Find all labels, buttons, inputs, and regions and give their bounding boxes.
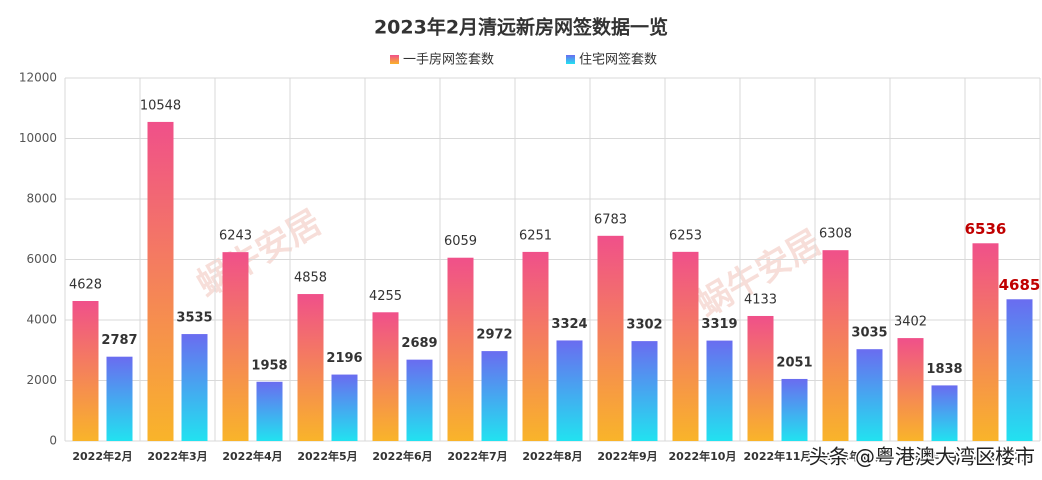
x-tick-label: 2023年2月 xyxy=(972,449,1032,463)
x-tick-label: 2022年2月 xyxy=(72,449,132,463)
value-label: 1838 xyxy=(926,362,962,377)
bar xyxy=(181,334,208,441)
value-label: 4133 xyxy=(744,292,777,307)
x-tick-label: 2022年4月 xyxy=(222,449,282,463)
legend-swatch xyxy=(390,55,399,64)
legend-label: 住宅网签套数 xyxy=(579,52,657,68)
legend-label: 一手房网签套数 xyxy=(403,52,494,68)
bar xyxy=(72,301,99,441)
x-tick-label: 2022年7月 xyxy=(447,449,507,463)
bar xyxy=(747,315,774,441)
x-tick-label: 2022年3月 xyxy=(147,449,207,463)
bar xyxy=(147,121,174,441)
bar xyxy=(556,340,583,441)
value-label: 3319 xyxy=(701,317,737,332)
bar xyxy=(781,378,808,441)
value-label: 2787 xyxy=(101,333,137,348)
x-tick-label: 2022年11月 xyxy=(744,449,812,463)
value-label: 10548 xyxy=(140,98,181,113)
bar xyxy=(1006,299,1033,441)
bar xyxy=(222,252,249,441)
bar xyxy=(481,351,508,441)
x-tick-label: 2022年6月 xyxy=(372,449,432,463)
value-label: 3535 xyxy=(176,311,212,326)
value-label: 3324 xyxy=(551,317,587,332)
value-label: 4685 xyxy=(999,276,1041,294)
value-label: 6253 xyxy=(669,228,702,243)
y-tick-label: 0 xyxy=(49,434,57,448)
y-tick-label: 4000 xyxy=(26,313,57,327)
value-label: 2051 xyxy=(776,355,812,370)
bar xyxy=(256,381,283,441)
bar xyxy=(331,374,358,441)
bar xyxy=(522,251,549,441)
watermark: 头条 @粤港澳大湾区楼市 xyxy=(809,445,1035,469)
value-label: 1958 xyxy=(251,358,287,373)
bar xyxy=(931,385,958,441)
bar xyxy=(597,235,624,441)
y-tick-label: 10000 xyxy=(19,131,57,145)
x-tick-label: 2022年8月 xyxy=(522,449,582,463)
bar xyxy=(297,294,324,441)
value-label: 4628 xyxy=(69,278,102,293)
bar xyxy=(856,349,883,441)
value-label: 3402 xyxy=(894,315,927,330)
y-tick-label: 12000 xyxy=(19,71,57,85)
bar xyxy=(897,338,924,441)
value-label: 6059 xyxy=(444,234,477,249)
bar xyxy=(672,251,699,441)
value-label: 6783 xyxy=(594,212,627,227)
y-tick-label: 6000 xyxy=(26,252,57,266)
legend-swatch xyxy=(566,55,575,64)
value-label: 2689 xyxy=(401,336,437,351)
bar xyxy=(972,243,999,441)
bar xyxy=(631,341,658,441)
bar xyxy=(106,356,133,441)
y-tick-label: 8000 xyxy=(26,192,57,206)
chart-title: 2023年2月清远新房网签数据一览 xyxy=(374,16,668,39)
value-label: 2972 xyxy=(476,328,512,343)
bar xyxy=(372,312,399,441)
value-label: 3035 xyxy=(851,326,887,341)
bar xyxy=(706,340,733,441)
y-tick-label: 2000 xyxy=(26,373,57,387)
x-tick-label: 2022年12月 xyxy=(819,449,887,463)
value-label: 6243 xyxy=(219,229,252,244)
value-label: 3302 xyxy=(626,318,662,333)
bar xyxy=(406,359,433,441)
x-tick-label: 2022年9月 xyxy=(597,449,657,463)
value-label: 6536 xyxy=(965,220,1007,238)
value-label: 4858 xyxy=(294,271,327,286)
x-tick-label: 2022年5月 xyxy=(297,449,357,463)
bar xyxy=(822,250,849,441)
value-label: 4255 xyxy=(369,289,402,304)
x-tick-label: 2022年10月 xyxy=(669,449,737,463)
x-tick-label: 2023年1月 xyxy=(897,449,957,463)
value-label: 6308 xyxy=(819,227,852,242)
bar xyxy=(447,257,474,441)
value-label: 6251 xyxy=(519,228,552,243)
value-label: 2196 xyxy=(326,351,362,366)
